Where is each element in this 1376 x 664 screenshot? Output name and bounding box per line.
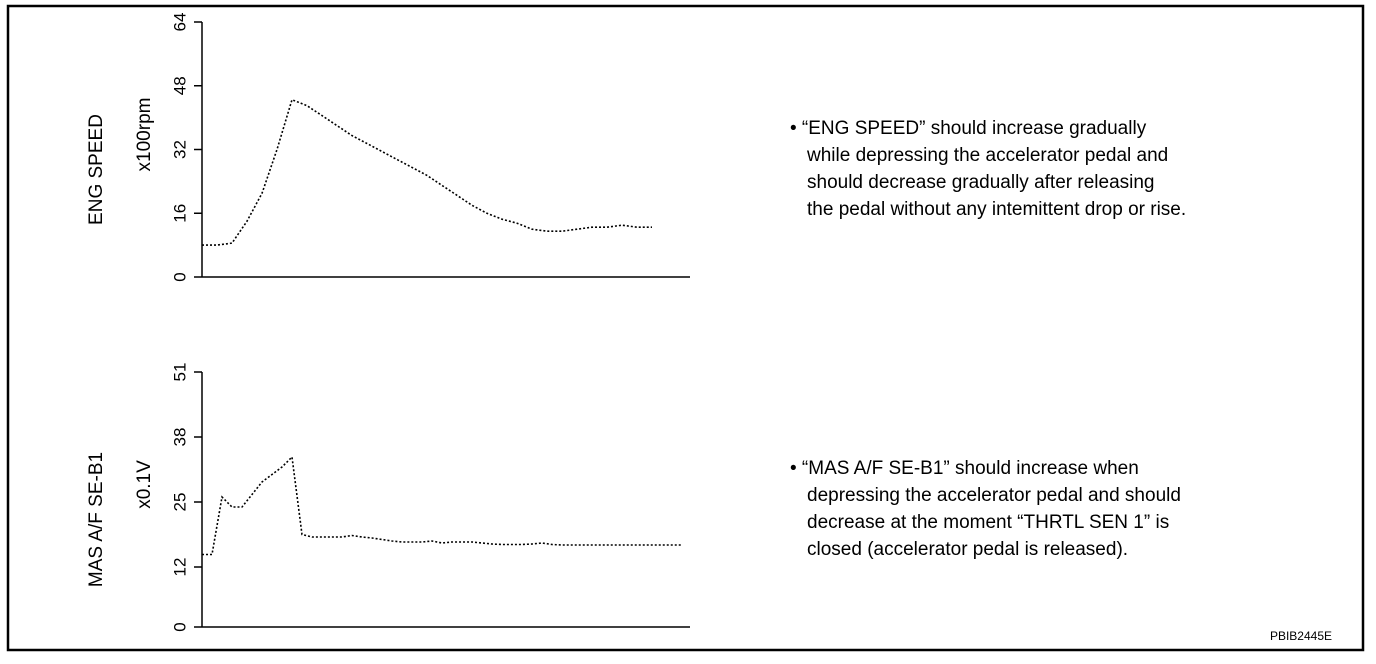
annotation-line: • “ENG SPEED” should increase gradually bbox=[790, 118, 1147, 139]
y-axis-label: ENG SPEED bbox=[86, 114, 107, 225]
y-tick-label: 16 bbox=[170, 204, 189, 223]
y-tick-label: 12 bbox=[170, 558, 189, 577]
y-tick-label: 51 bbox=[170, 363, 189, 382]
y-tick-label: 0 bbox=[170, 272, 189, 281]
annotation-line: • “MAS A/F SE-B1” should increase when bbox=[790, 458, 1139, 479]
y-tick-label: 64 bbox=[170, 13, 189, 32]
unit-label: x100rpm bbox=[134, 98, 155, 172]
unit-label: x0.1V bbox=[134, 460, 155, 509]
y-tick-label: 0 bbox=[170, 622, 189, 631]
frame bbox=[6, 4, 1365, 652]
data-line bbox=[202, 455, 682, 556]
annotation-line: should decrease gradually after releasin… bbox=[807, 172, 1155, 193]
y-tick-label: 25 bbox=[170, 493, 189, 512]
annotation-line: closed (accelerator pedal is released). bbox=[807, 539, 1128, 560]
figure-id: PBIB2445E bbox=[1270, 629, 1332, 643]
y-tick-label: 32 bbox=[170, 140, 189, 159]
annotation-line: the pedal without any intemittent drop o… bbox=[807, 199, 1186, 220]
annotation-line: decrease at the moment “THRTL SEN 1” is bbox=[807, 512, 1169, 533]
y-axis-label: MAS A/F SE-B1 bbox=[86, 452, 107, 587]
annotation-line: depressing the accelerator pedal and sho… bbox=[807, 485, 1181, 506]
y-tick-label: 48 bbox=[170, 76, 189, 95]
data-line bbox=[202, 98, 652, 246]
annotation-line: while depressing the accelerator pedal a… bbox=[806, 145, 1168, 166]
y-tick-label: 38 bbox=[170, 428, 189, 447]
